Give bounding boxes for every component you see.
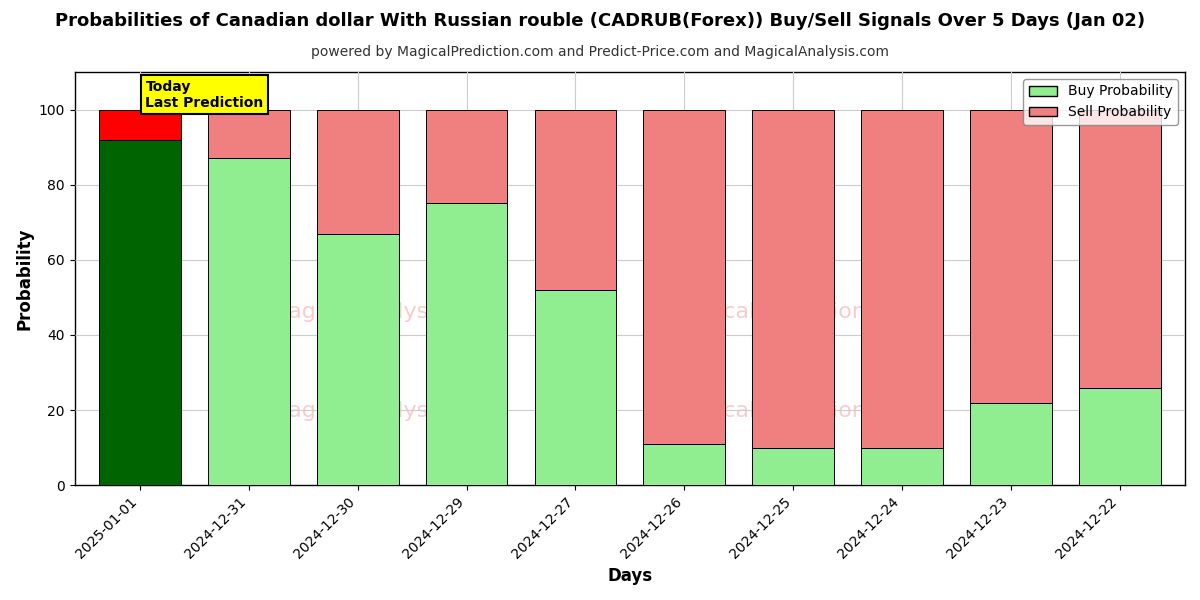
Bar <box>643 110 725 444</box>
Bar <box>317 233 398 485</box>
Bar <box>317 110 398 233</box>
Bar <box>426 203 508 485</box>
X-axis label: Days: Days <box>607 567 653 585</box>
Y-axis label: Probability: Probability <box>16 227 34 330</box>
Bar <box>1079 110 1160 388</box>
Text: Probabilities of Canadian dollar With Russian rouble (CADRUB(Forex)) Buy/Sell Si: Probabilities of Canadian dollar With Ru… <box>55 12 1145 30</box>
Bar <box>100 110 181 140</box>
Bar <box>100 140 181 485</box>
Bar <box>534 110 617 290</box>
Bar <box>752 110 834 448</box>
Text: MagicalAnalysis.com: MagicalAnalysis.com <box>270 302 502 322</box>
Text: MagicalPrediction.com: MagicalPrediction.com <box>671 401 922 421</box>
Bar <box>970 110 1051 403</box>
Bar <box>208 158 289 485</box>
Text: MagicalAnalysis.com: MagicalAnalysis.com <box>270 401 502 421</box>
Text: Today
Last Prediction: Today Last Prediction <box>145 80 264 110</box>
Bar <box>643 444 725 485</box>
Text: powered by MagicalPrediction.com and Predict-Price.com and MagicalAnalysis.com: powered by MagicalPrediction.com and Pre… <box>311 45 889 59</box>
Bar <box>970 403 1051 485</box>
Text: MagicalPrediction.com: MagicalPrediction.com <box>671 302 922 322</box>
Bar <box>208 110 289 158</box>
Bar <box>752 448 834 485</box>
Bar <box>426 110 508 203</box>
Bar <box>1079 388 1160 485</box>
Bar <box>862 448 943 485</box>
Legend: Buy Probability, Sell Probability: Buy Probability, Sell Probability <box>1024 79 1178 125</box>
Bar <box>862 110 943 448</box>
Bar <box>534 290 617 485</box>
